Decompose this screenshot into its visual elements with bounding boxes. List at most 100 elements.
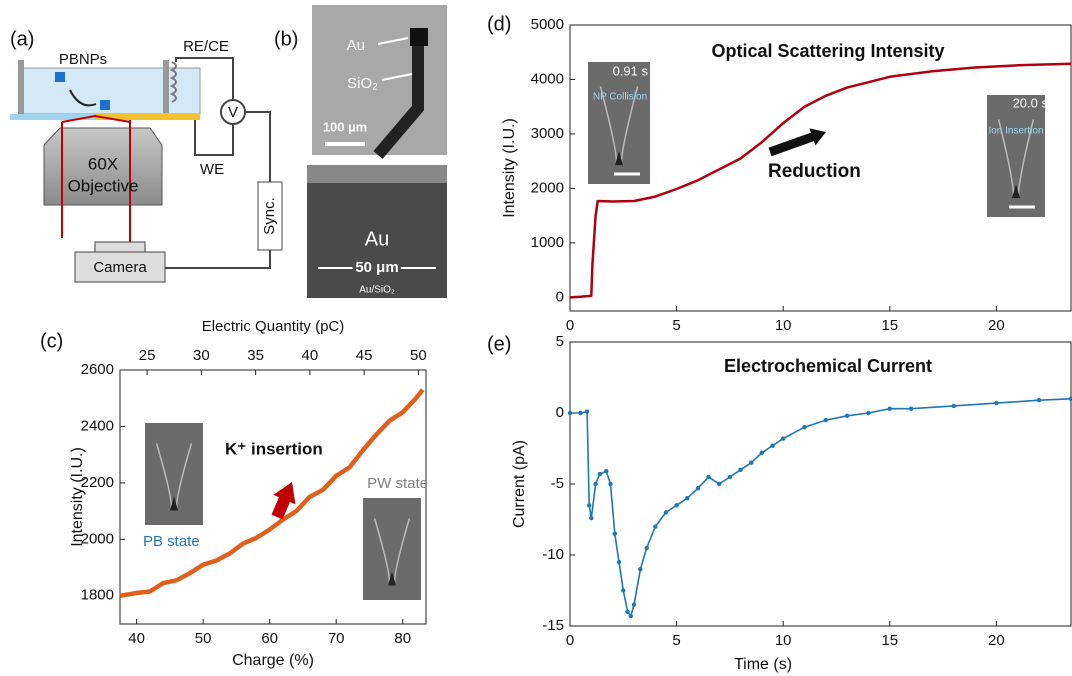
panel-label: (d): [487, 13, 511, 35]
data-point: [824, 418, 828, 422]
x-tick-label: 70: [328, 630, 345, 647]
label: Au: [365, 228, 389, 250]
data-point: [1037, 398, 1041, 402]
x-tick-label: 10: [775, 317, 792, 334]
data-point: [717, 482, 721, 486]
panel-label: (e): [487, 333, 511, 355]
chart-title: Electrochemical Current: [724, 356, 932, 376]
data-point: [866, 411, 870, 415]
data-point: [613, 532, 617, 536]
wall: [18, 60, 24, 116]
electrode-pad: [410, 28, 428, 46]
x-tick-label: 0: [566, 317, 574, 334]
x-tick-label: 40: [128, 630, 145, 647]
data-point: [629, 614, 633, 618]
data-point: [994, 401, 998, 405]
data-point: [638, 567, 642, 571]
data-point: [738, 468, 742, 472]
particle: [100, 100, 110, 110]
plot-frame: [570, 342, 1071, 626]
particle: [55, 72, 65, 82]
data-point: [664, 510, 668, 514]
wall: [163, 60, 169, 116]
data-point: [760, 451, 764, 455]
data-point: [587, 503, 591, 507]
x-tick-label: 10: [775, 632, 792, 649]
data-point: [909, 407, 913, 411]
y-tick-label: 2400: [81, 417, 114, 434]
label: 100 µm: [323, 119, 367, 134]
y-tick-label: 2000: [531, 179, 564, 196]
data-point: [604, 469, 608, 473]
label: Au: [347, 37, 365, 54]
y-tick-label: -10: [542, 546, 564, 563]
data-point: [802, 425, 806, 429]
data-point: [706, 475, 710, 479]
y-axis-label: Current (pA): [511, 440, 528, 528]
data-point: [593, 482, 597, 486]
data-point: [770, 443, 774, 447]
data-point: [888, 407, 892, 411]
panel-b: (b) Au SiO₂ 100 µm Au 50 μm Au/SiO₂: [274, 5, 447, 298]
y-tick-label: 4000: [531, 70, 564, 87]
y-tick-label: 1800: [81, 587, 114, 604]
label: WE: [200, 161, 224, 178]
x-tick-label: 5: [672, 317, 680, 334]
label: PBNPs: [59, 51, 107, 68]
panel-label: (a): [10, 28, 34, 50]
panel-label: (b): [274, 28, 298, 50]
data-point: [685, 496, 689, 500]
annotation: K⁺ insertion: [225, 439, 323, 458]
data-point: [608, 482, 612, 486]
camera-lens: [95, 242, 145, 252]
label: Objective: [68, 176, 139, 195]
label: RE/CE: [183, 38, 229, 55]
data-point: [632, 603, 636, 607]
inset-image: [588, 62, 650, 184]
x-axis-label: Charge (%): [232, 652, 314, 669]
x-tick-label: 5: [672, 632, 680, 649]
data-point: [749, 461, 753, 465]
x-tick-label: 80: [394, 630, 411, 647]
x2-tick-label: 45: [356, 347, 373, 364]
data-point: [674, 503, 678, 507]
chart-title: Optical Scattering Intensity: [711, 41, 944, 61]
data-point: [696, 486, 700, 490]
data-point: [578, 411, 582, 415]
y-axis-label: Intensity (I.U.): [69, 447, 86, 547]
x-tick-label: 20: [988, 632, 1005, 649]
annotation: 0.91 s: [613, 63, 649, 78]
y-tick-label: 3000: [531, 125, 564, 142]
annotation: PW state: [367, 475, 428, 492]
x-tick-label: 15: [881, 632, 898, 649]
data-point: [568, 411, 572, 415]
annotation: PB state: [143, 533, 200, 550]
label: Sync.: [261, 197, 278, 235]
y-tick-label: -15: [542, 617, 564, 634]
x2-tick-label: 40: [302, 347, 319, 364]
data-point: [952, 404, 956, 408]
label: Au/SiO₂: [359, 285, 395, 296]
x-tick-label: 60: [261, 630, 278, 647]
data-point: [728, 475, 732, 479]
annotation: NP Collision: [593, 92, 647, 103]
label: 60X: [88, 154, 118, 173]
data-point: [781, 436, 785, 440]
x2-tick-label: 25: [139, 347, 156, 364]
x-tick-label: 50: [195, 630, 212, 647]
x2-tick-label: 35: [247, 347, 264, 364]
x2-tick-label: 50: [410, 347, 427, 364]
label: Camera: [93, 259, 147, 276]
data-point: [589, 516, 593, 520]
annotation: 20.0 s: [1013, 95, 1049, 110]
annotation: Ion Insertion: [988, 126, 1043, 137]
y-tick-label: 5000: [531, 16, 564, 33]
data-point: [617, 560, 621, 564]
data-point: [645, 546, 649, 550]
data-point: [621, 588, 625, 592]
y-axis-label: Intensity (I.U.): [501, 118, 518, 218]
data-point: [598, 472, 602, 476]
data-point: [625, 610, 629, 614]
panel-label: (c): [40, 330, 63, 352]
annotation: Reduction: [768, 161, 861, 182]
